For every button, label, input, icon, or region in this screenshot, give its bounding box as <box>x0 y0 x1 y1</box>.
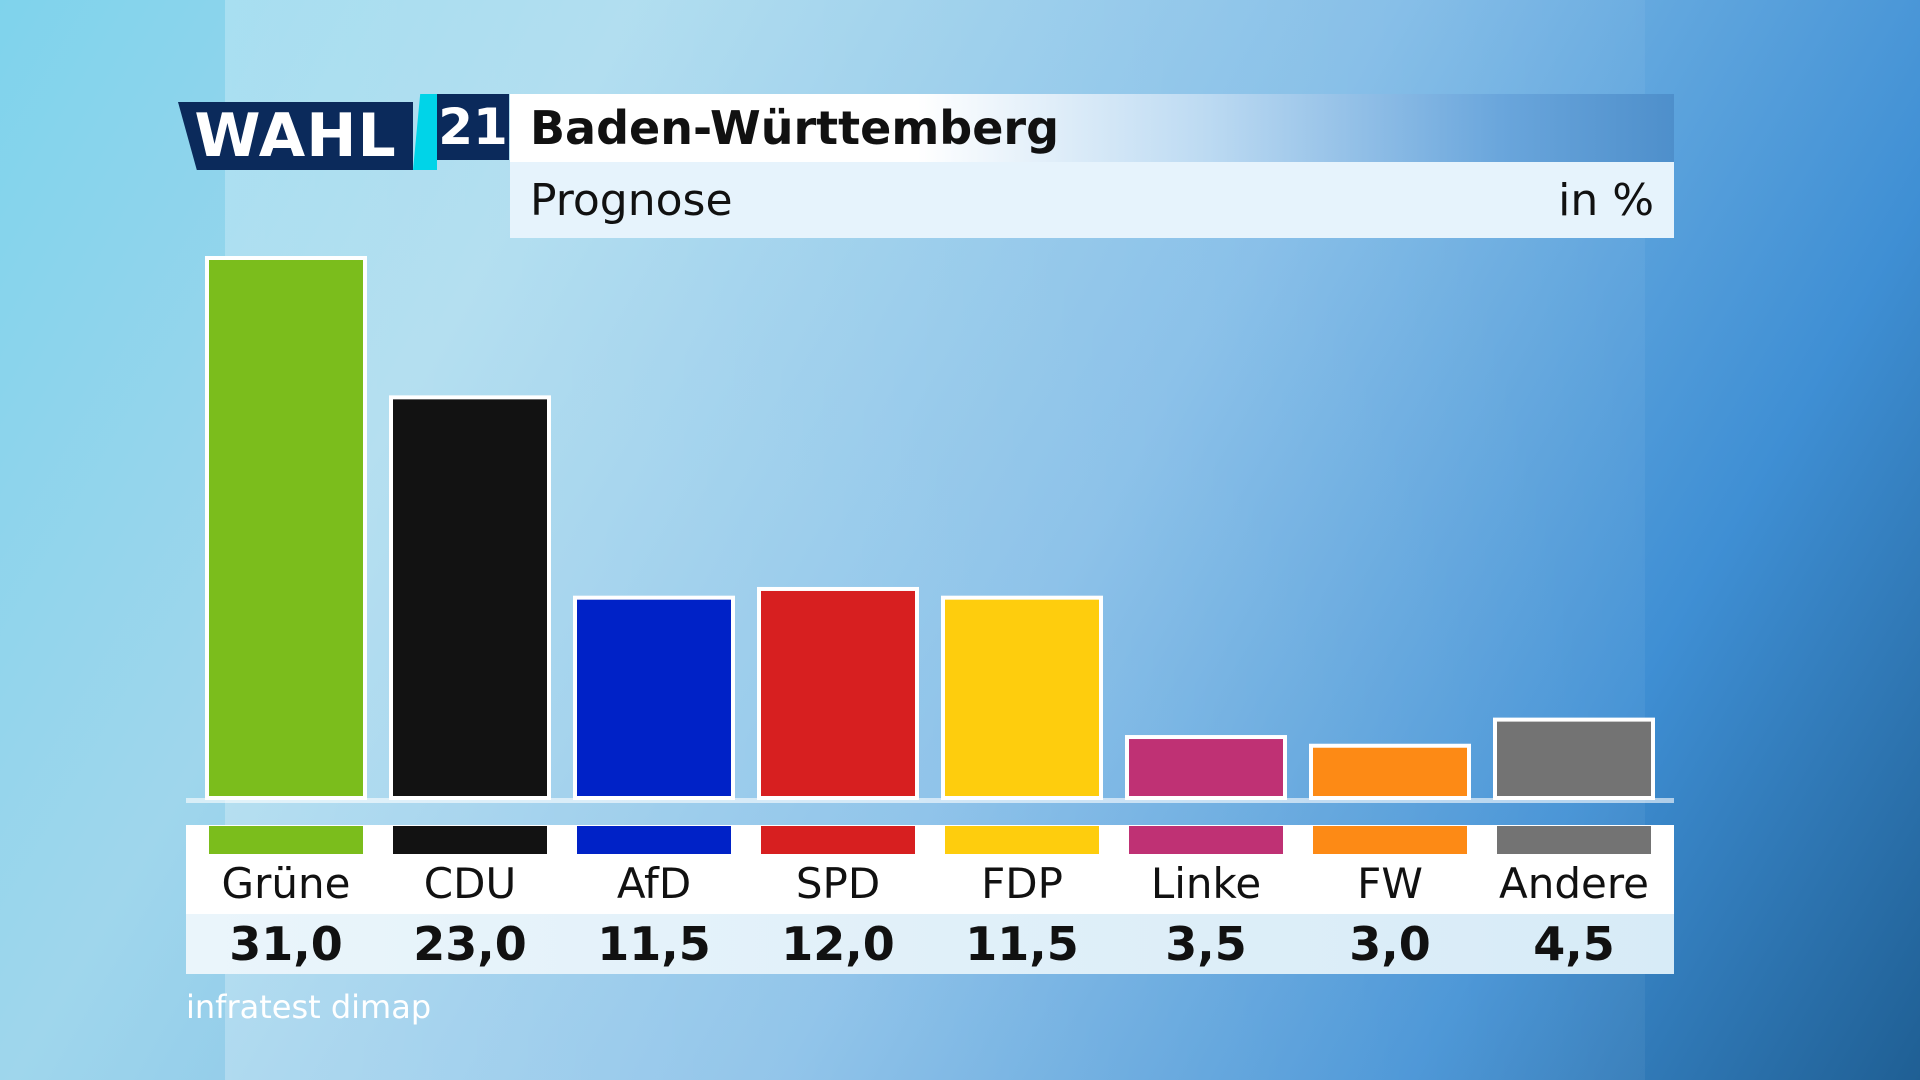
baseline-strip <box>186 798 1674 803</box>
color-swatch-6 <box>1313 826 1467 854</box>
color-swatch-4 <box>945 826 1099 854</box>
chart-subtitle: Prognose <box>530 174 733 226</box>
title-bar: Baden-Württemberg <box>510 94 1674 162</box>
value-label-2: 11,5 <box>597 917 711 971</box>
bar-0 <box>205 256 367 800</box>
category-label-2: AfD <box>617 859 691 908</box>
wahl-logo: WAHL <box>178 102 413 170</box>
value-label-7: 4,5 <box>1533 917 1615 971</box>
category-label-0: Grüne <box>222 859 351 908</box>
bar-4 <box>941 595 1103 801</box>
color-swatch-5 <box>1129 826 1283 854</box>
unit-label: in % <box>1558 174 1654 226</box>
bar-5 <box>1125 735 1287 801</box>
category-label-5: Linke <box>1151 859 1261 908</box>
color-swatch-7 <box>1497 826 1651 854</box>
category-label-3: SPD <box>796 859 880 908</box>
chart-title: Baden-Württemberg <box>530 101 1060 155</box>
category-label-4: FDP <box>981 859 1063 908</box>
color-swatch-2 <box>577 826 731 854</box>
bar-6 <box>1309 743 1471 801</box>
color-swatch-0 <box>209 826 363 854</box>
value-label-5: 3,5 <box>1165 917 1247 971</box>
color-swatch-1 <box>393 826 547 854</box>
bar-2 <box>573 595 735 801</box>
category-label-6: FW <box>1357 859 1423 908</box>
subtitle-bar: Prognose in % <box>510 162 1674 238</box>
value-label-4: 11,5 <box>965 917 1079 971</box>
value-band <box>186 914 1674 974</box>
value-label-3: 12,0 <box>781 917 895 971</box>
bar-7 <box>1493 717 1655 801</box>
logo-year: 21 <box>437 94 509 160</box>
bar-1 <box>389 395 551 800</box>
value-label-6: 3,0 <box>1349 917 1431 971</box>
value-label-1: 23,0 <box>413 917 527 971</box>
category-label-1: CDU <box>424 859 516 908</box>
color-swatch-3 <box>761 826 915 854</box>
source-label: infratest dimap <box>186 988 432 1026</box>
value-label-0: 31,0 <box>229 917 343 971</box>
bar-3 <box>757 586 919 800</box>
category-label-7: Andere <box>1499 859 1649 908</box>
